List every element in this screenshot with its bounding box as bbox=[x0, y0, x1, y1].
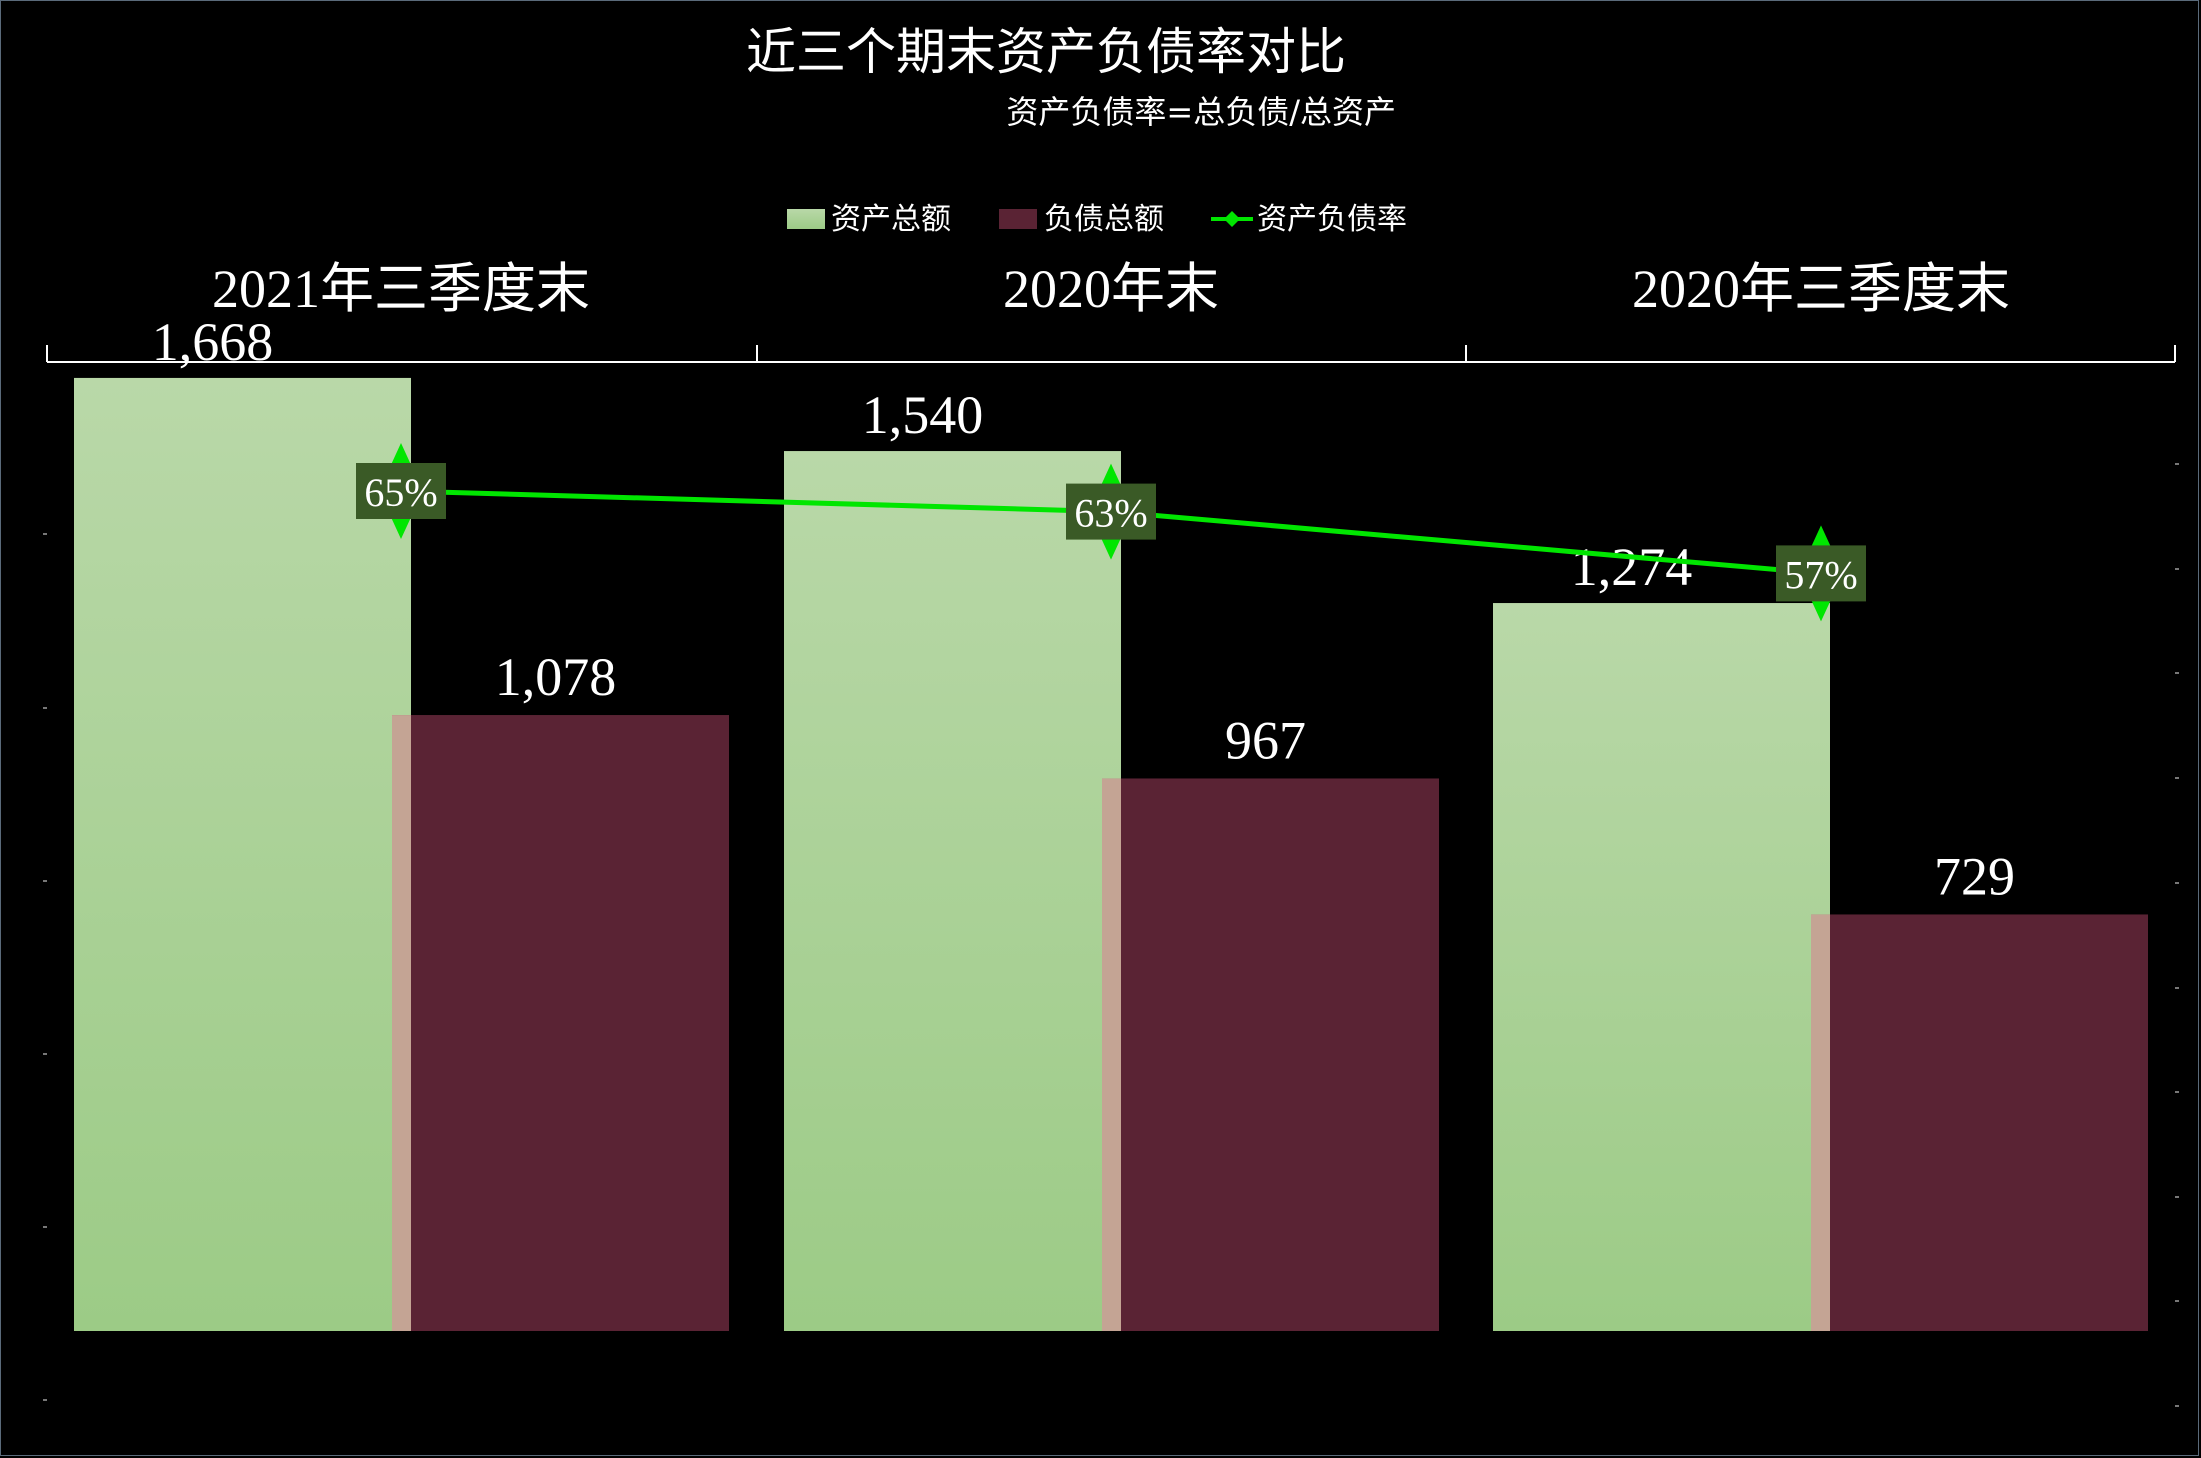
data-label-liability: 967 bbox=[1225, 710, 1306, 770]
bar-overlap bbox=[1811, 914, 1830, 1331]
category-label: 2021年三季度末 bbox=[212, 259, 590, 319]
bar-overlap bbox=[1102, 778, 1121, 1331]
category-label: 2020年三季度末 bbox=[1632, 259, 2010, 319]
ratio-label-box bbox=[1776, 545, 1866, 602]
bar-liability bbox=[1811, 914, 2148, 1331]
data-label-asset: 1,540 bbox=[862, 385, 984, 445]
data-label-ratio: 57% bbox=[1784, 552, 1857, 597]
bar-asset bbox=[784, 451, 1121, 1331]
legend-label-ratio: 资产负债率 bbox=[1257, 202, 1407, 237]
legend-swatch-ratio-marker bbox=[1224, 211, 1240, 227]
ratio-series: 65% 63% 57% bbox=[356, 443, 1866, 622]
bar-liability bbox=[392, 715, 729, 1331]
chart-subtitle: 资产负债率=总负债/总资产 bbox=[1006, 93, 1396, 131]
legend-label-asset: 资产总额 bbox=[831, 202, 951, 237]
bar-asset bbox=[74, 377, 411, 1331]
bars: 1,668 1,078 1,540 967 1,274 729 bbox=[74, 312, 2148, 1331]
category-label: 2020年末 bbox=[1003, 259, 1219, 319]
legend-swatch-liability bbox=[999, 209, 1037, 229]
data-label-liability: 1,078 bbox=[495, 647, 617, 707]
bar-liability bbox=[1102, 778, 1439, 1331]
bar-asset bbox=[1493, 603, 1830, 1331]
edge-ticks bbox=[43, 463, 2179, 1407]
legend-label-liability: 负债总额 bbox=[1044, 202, 1164, 237]
legend: 资产总额 负债总额 资产负债率 bbox=[787, 202, 1407, 237]
ratio-label-box bbox=[1066, 483, 1156, 540]
data-label-liability: 729 bbox=[1934, 846, 2015, 906]
legend-swatch-asset bbox=[787, 209, 825, 229]
chart-title: 近三个期末资产负债率对比 bbox=[746, 23, 1346, 81]
bar-overlap bbox=[392, 715, 411, 1331]
category-axis: 2021年三季度末 2020年末 2020年三季度末 bbox=[46, 259, 2176, 363]
ratio-label-box bbox=[356, 463, 446, 519]
data-label-asset: 1,668 bbox=[152, 312, 274, 372]
data-label-ratio: 65% bbox=[364, 470, 437, 515]
data-label-ratio: 63% bbox=[1074, 491, 1147, 536]
data-label-asset: 1,274 bbox=[1571, 537, 1693, 597]
